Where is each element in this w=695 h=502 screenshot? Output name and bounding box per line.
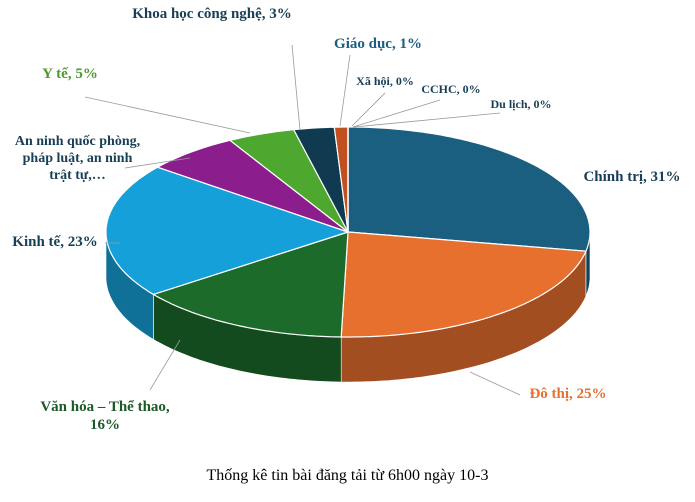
data-label: Giáo dục, 1% xyxy=(334,36,422,52)
slice xyxy=(228,129,349,233)
leader-line xyxy=(84,96,251,134)
leader-line xyxy=(469,371,521,396)
data-label: Y tế, 5% xyxy=(42,66,98,82)
leader-line xyxy=(149,339,181,391)
slice xyxy=(156,139,349,233)
data-label: Chính trị, 31% xyxy=(583,169,681,185)
leader-line xyxy=(339,54,351,127)
data-label: Du lịch, 0% xyxy=(490,97,552,111)
slice xyxy=(340,231,587,338)
leader-line xyxy=(291,44,301,131)
data-label: Khoa học công nghệ, 3% xyxy=(132,6,292,22)
leader-line xyxy=(124,157,191,169)
leader-line xyxy=(352,99,441,128)
data-label: Xã hội, 0% xyxy=(356,74,414,88)
slice xyxy=(347,126,591,252)
leader-line xyxy=(353,112,501,128)
slice xyxy=(105,166,350,296)
leader-line xyxy=(351,92,386,127)
data-label: CCHC, 0% xyxy=(421,82,481,96)
slice xyxy=(151,231,349,338)
data-label: Đô thị, 25% xyxy=(529,386,607,402)
data-label: Kinh tế, 23% xyxy=(12,234,98,250)
slice xyxy=(292,126,349,233)
chart-title: Thống kê tin bài đăng tải từ 6h00 ngày 1… xyxy=(206,467,489,484)
data-label: Văn hóa – Thể thao, 16% xyxy=(40,399,170,433)
data-label: An ninh quốc phòng, pháp luật, an ninh t… xyxy=(14,134,141,183)
